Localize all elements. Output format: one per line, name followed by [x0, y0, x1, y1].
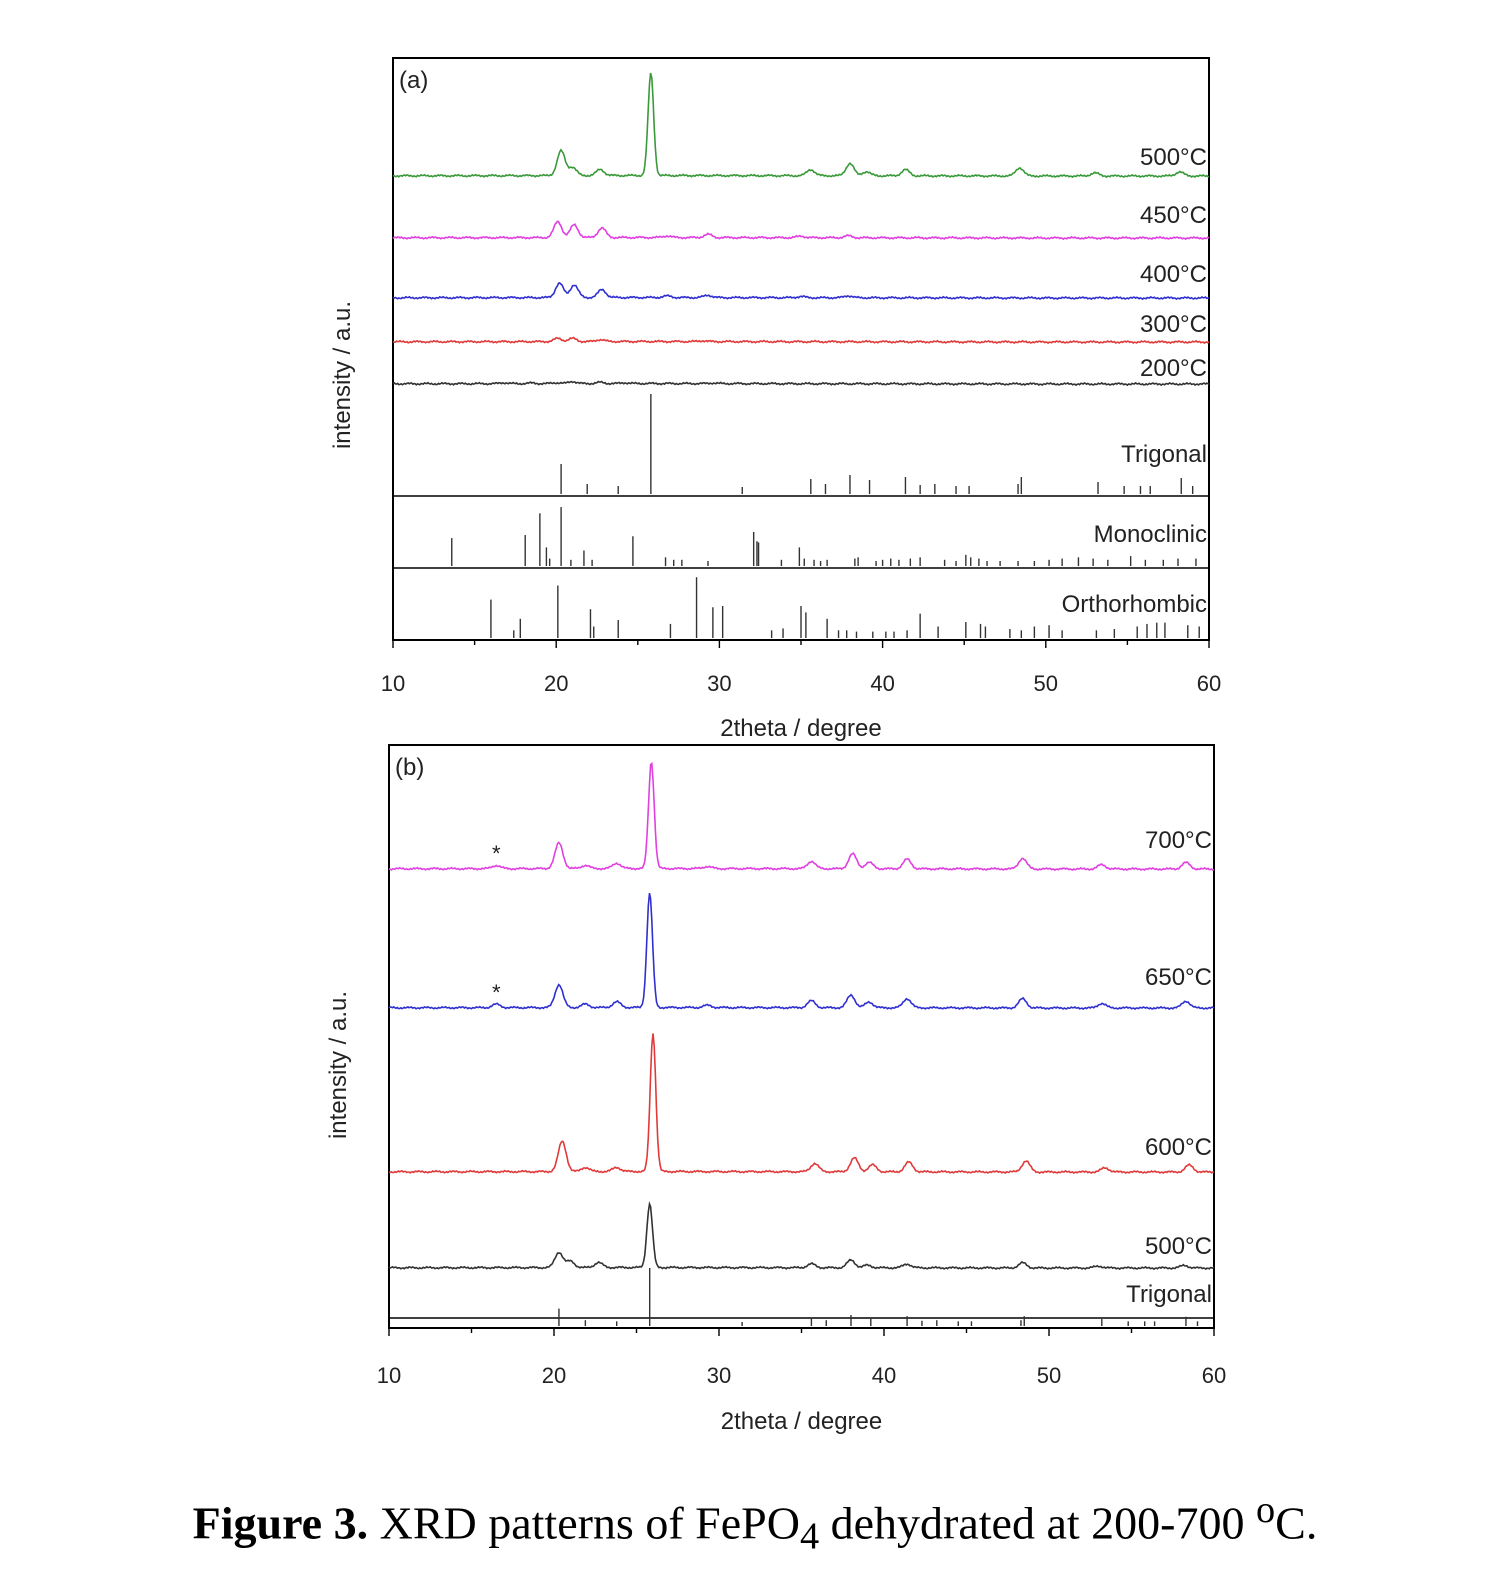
- series-label: 400°C: [1140, 261, 1207, 288]
- x-tick-label: 20: [542, 1363, 566, 1388]
- reference-label: Monoclinic: [1094, 521, 1207, 548]
- series-label: 300°C: [1140, 311, 1207, 338]
- series-trace: [392, 281, 1210, 301]
- x-tick-label: 40: [872, 1363, 896, 1388]
- x-tick-label: 60: [1202, 1363, 1226, 1388]
- x-tick-label: 60: [1197, 671, 1221, 696]
- impurity-marker: *: [492, 980, 501, 1005]
- reference-label: Trigonal: [1121, 441, 1207, 468]
- plot-frame: [392, 57, 1210, 641]
- series-trace: [388, 1200, 1215, 1271]
- impurity-marker: *: [492, 841, 501, 866]
- caption-text: XRD patterns of FePO: [379, 1497, 800, 1549]
- chart-panel-a: 10 20 30 40 50 60 2theta / degree intensity / a…: [329, 57, 1221, 742]
- x-axis-label: 2theta / degree: [721, 1408, 882, 1435]
- x-tick-label: 50: [1034, 671, 1058, 696]
- series-trace: [392, 220, 1210, 241]
- series-trace: [392, 380, 1210, 387]
- caption-superscript: o: [1256, 1489, 1276, 1531]
- series-label: 700°C: [1145, 827, 1212, 854]
- reference-label: Orthorhombic: [1062, 591, 1207, 618]
- figure-caption: Figure 3. XRD patterns of FePO4 dehydrat…: [0, 1488, 1510, 1559]
- series-trace: [392, 336, 1210, 345]
- panel-label: (b): [395, 754, 424, 781]
- y-axis-label: intensity / a.u.: [325, 991, 352, 1139]
- x-tick-label: 30: [707, 671, 731, 696]
- y-axis-label: intensity / a.u.: [329, 301, 356, 449]
- series-label: 600°C: [1145, 1134, 1212, 1161]
- caption-text-2: dehydrated at 200-700: [830, 1497, 1256, 1549]
- plot-frame: [388, 744, 1215, 1329]
- panel-label: (a): [399, 67, 428, 94]
- series-label: 200°C: [1140, 355, 1207, 382]
- series-trace: [388, 892, 1215, 1011]
- series-label: 650°C: [1145, 964, 1212, 991]
- series-trace: [392, 72, 1210, 179]
- caption-subscript: 4: [799, 1515, 820, 1558]
- series-label: 450°C: [1140, 202, 1207, 229]
- x-tick-label: 50: [1037, 1363, 1061, 1388]
- x-axis-label: 2theta / degree: [720, 715, 881, 742]
- x-tick-label: 10: [381, 671, 405, 696]
- x-tick-label: 10: [377, 1363, 401, 1388]
- x-tick-label: 20: [544, 671, 568, 696]
- caption-unit: C.: [1275, 1497, 1318, 1549]
- x-tick-label: 40: [870, 671, 894, 696]
- series-trace: [388, 761, 1215, 872]
- series-label: 500°C: [1145, 1233, 1212, 1260]
- caption-label: Figure 3.: [192, 1497, 369, 1549]
- reference-label: Trigonal: [1126, 1281, 1212, 1308]
- chart-panel-b: 10 20 30 40 50 60 2theta / degree intensity / a…: [325, 744, 1226, 1435]
- series-label: 500°C: [1140, 144, 1207, 171]
- series-trace: [388, 1033, 1215, 1175]
- x-tick-label: 30: [707, 1363, 731, 1388]
